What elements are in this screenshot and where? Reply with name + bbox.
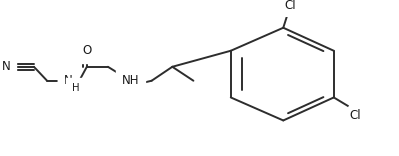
- Text: H: H: [72, 83, 79, 93]
- Text: Cl: Cl: [284, 0, 296, 12]
- Text: O: O: [82, 44, 91, 57]
- Text: N: N: [64, 74, 73, 87]
- Text: NH: NH: [122, 74, 139, 87]
- Text: Cl: Cl: [350, 109, 361, 122]
- Text: N: N: [2, 60, 11, 73]
